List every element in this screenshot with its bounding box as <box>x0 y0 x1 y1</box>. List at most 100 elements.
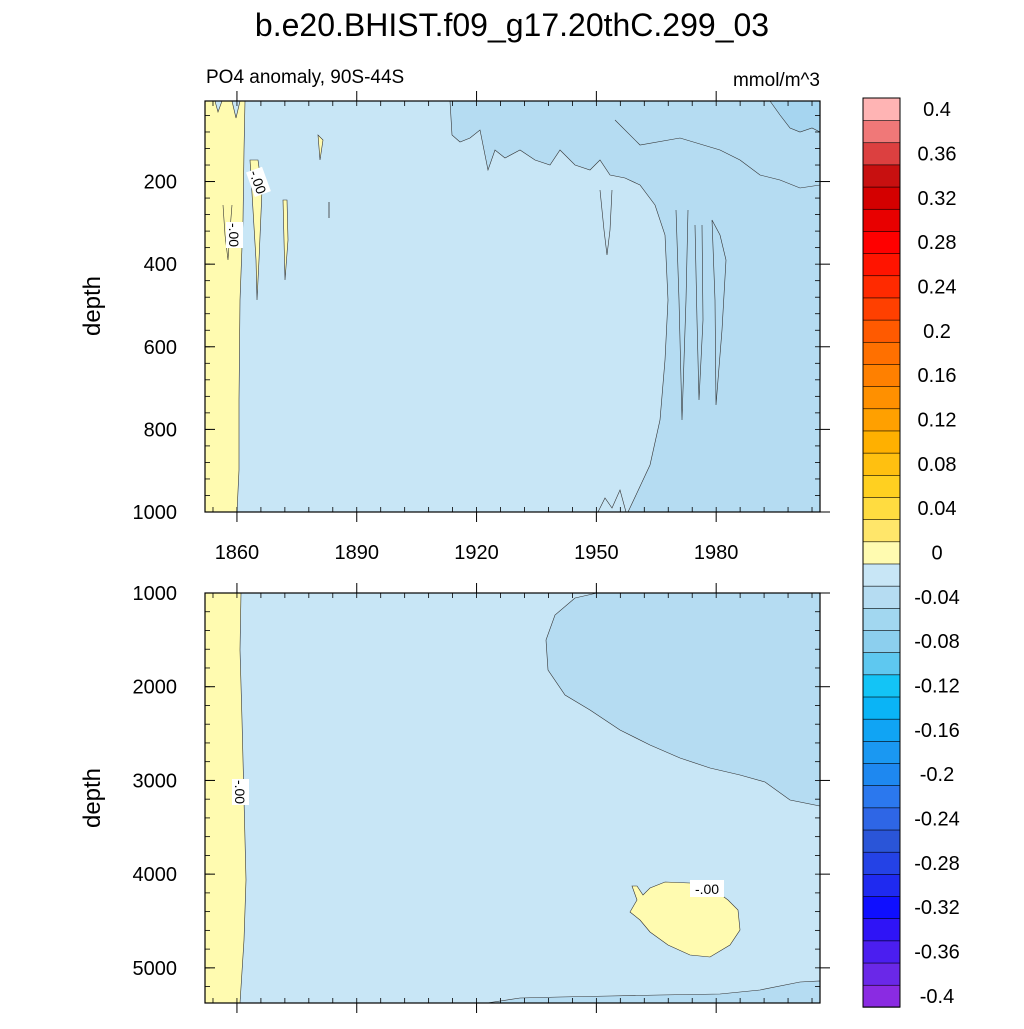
colorbar: -0.4 -0.36 -0.32 -0.28 -0.24 -0.2 -0.16 -0.12 -0… <box>862 97 960 1008</box>
lower-y-tick-label: 4000 <box>133 864 178 886</box>
lower-contour-fill-neg02-deep-blob <box>545 592 821 807</box>
chart-subtitle-left: PO4 anomaly, 90S-44S <box>206 67 404 88</box>
colorbar-tick-label: -0.32 <box>914 897 960 919</box>
colorbar-swatch <box>862 186 901 210</box>
lower-y-tick-label: 1000 <box>133 583 178 605</box>
colorbar-tick-label: 0.4 <box>923 99 951 121</box>
colorbar-swatch <box>862 97 901 121</box>
x-tick-label: 1980 <box>694 542 739 564</box>
colorbar-swatch <box>862 784 901 809</box>
upper-contour-fill-neg02-surface <box>449 100 821 513</box>
colorbar-swatch <box>862 430 901 454</box>
colorbar-swatch <box>862 718 901 742</box>
colorbar-tick-label: 0.12 <box>918 409 957 431</box>
x-tick-label: 1890 <box>335 542 380 564</box>
upper-contour-line-d <box>711 219 727 406</box>
colorbar-swatch <box>862 518 901 543</box>
colorbar-swatch <box>862 873 901 897</box>
upper-y-tick-label: 200 <box>144 172 177 194</box>
colorbar-tick-label: 0.04 <box>918 498 957 520</box>
colorbar-swatch <box>862 541 901 565</box>
lower-contour-label-1: -.00 <box>232 779 249 805</box>
lower-panel: -.00 -.00 1000 2000 3000 4000 5000 depth <box>79 583 830 1013</box>
upper-ticks: 1860 1890 1920 1950 1980 200 400 600 800 1000 <box>133 91 830 564</box>
colorbar-tick-label: -0.4 <box>920 986 954 1008</box>
upper-contour-label-2: -.00 <box>226 222 243 248</box>
upper-ylabel: depth <box>79 276 106 336</box>
colorbar-tick-label: -0.12 <box>914 676 960 698</box>
chart-title: b.e20.BHIST.f09_g17.20thC.299_03 <box>255 7 769 43</box>
upper-contour-fill-positive-streak-2 <box>282 199 289 281</box>
colorbar-swatch <box>862 918 901 942</box>
lower-y-tick-label: 5000 <box>133 958 178 980</box>
colorbar-tick-label: 0.2 <box>923 321 951 343</box>
colorbar-swatch <box>862 984 901 1008</box>
colorbar-swatch <box>862 807 901 831</box>
colorbar-swatch <box>862 962 901 986</box>
colorbar-swatch <box>862 851 901 875</box>
upper-y-tick-label: 800 <box>144 419 177 441</box>
upper-contour-label-1: -.00 <box>246 166 271 197</box>
colorbar-tick-label: 0.36 <box>918 143 957 165</box>
colorbar-swatch <box>862 496 901 520</box>
colorbar-swatch <box>862 585 901 609</box>
lower-ticks: 1000 2000 3000 4000 5000 <box>133 583 830 1013</box>
lower-contour-label-2: -.00 <box>690 880 724 897</box>
upper-contour-label-1-text: -.00 <box>246 168 269 196</box>
colorbar-swatch <box>862 208 901 232</box>
upper-contour-line-b <box>599 189 613 256</box>
colorbar-swatch <box>862 142 901 166</box>
colorbar-tick-label: 0.08 <box>918 454 957 476</box>
lower-y-tick-label: 2000 <box>133 677 178 699</box>
colorbar-tick-label: 0.16 <box>918 365 957 387</box>
colorbar-swatch <box>862 297 901 321</box>
colorbar-swatch <box>862 607 901 631</box>
upper-y-tick-label: 1000 <box>133 502 178 524</box>
colorbar-swatch <box>862 252 901 277</box>
colorbar-swatch <box>862 651 901 676</box>
upper-contour-fill-positive-streak-4 <box>222 204 233 261</box>
colorbar-swatch <box>862 363 901 387</box>
colorbar-tick-label: -0.16 <box>914 720 960 742</box>
colorbar-tick-label: -0.28 <box>914 853 960 875</box>
colorbar-swatch <box>862 696 901 720</box>
colorbar-swatch <box>862 275 901 299</box>
upper-panel-frame <box>204 100 821 513</box>
upper-contour-label-2-text: -.00 <box>226 223 242 247</box>
colorbar-swatch <box>862 164 901 188</box>
upper-contour-line-f <box>597 489 627 513</box>
colorbar-tick-label: -0.36 <box>914 942 960 964</box>
colorbar-tick-label: 0 <box>931 543 942 565</box>
lower-panel-frame <box>204 592 821 1004</box>
colorbar-swatch <box>862 895 901 920</box>
colorbar-swatch <box>862 829 901 853</box>
colorbar-tick-label: 0.24 <box>918 276 957 298</box>
colorbar-swatch <box>862 563 901 587</box>
upper-contour-line-c <box>675 209 689 421</box>
colorbar-swatch <box>862 341 901 365</box>
upper-contour-line-e <box>694 224 704 401</box>
lower-ylabel: depth <box>79 768 106 828</box>
colorbar-swatch <box>862 629 901 653</box>
colorbar-swatch <box>862 762 901 786</box>
x-tick-label: 1860 <box>215 542 260 564</box>
colorbar-swatch <box>862 385 901 410</box>
colorbar-swatch <box>862 940 901 964</box>
colorbar-swatch <box>862 408 901 432</box>
colorbar-swatch <box>862 474 901 498</box>
colorbar-tick-label: -0.2 <box>920 764 954 786</box>
lower-y-tick-label: 3000 <box>133 770 178 792</box>
upper-contour-line-a <box>614 119 821 189</box>
colorbar-tick-label: 0.28 <box>918 232 957 254</box>
colorbar-tick-label: -0.08 <box>914 631 960 653</box>
colorbar-tick-label: -0.04 <box>914 587 960 609</box>
colorbar-tick-label: -0.24 <box>914 809 960 831</box>
colorbar-swatch <box>862 230 901 254</box>
colorbar-swatch <box>862 119 901 144</box>
colorbar-frame <box>862 97 901 1008</box>
lower-contour-label-1-text: -.00 <box>232 780 248 804</box>
colorbar-tick-label: 0.32 <box>918 188 957 210</box>
lower-contour-fill-positive-blob <box>629 881 741 958</box>
colorbar-swatch <box>862 740 901 764</box>
